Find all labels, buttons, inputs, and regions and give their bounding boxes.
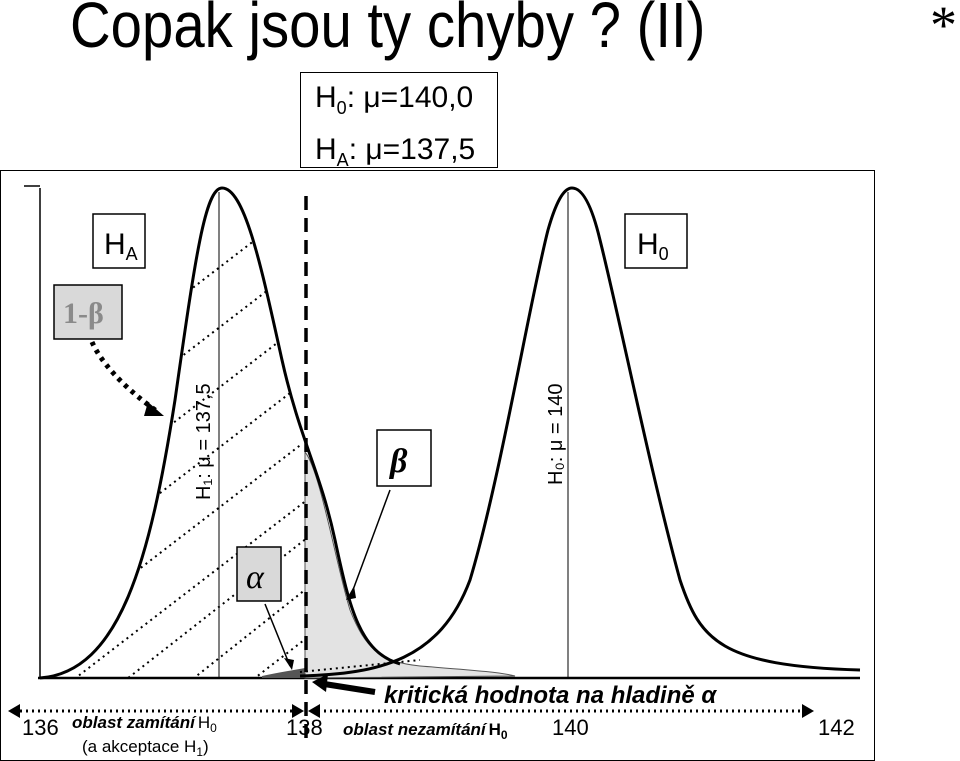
critical-arrow	[317, 680, 376, 695]
null-hypothesis: H0: μ=140,0	[315, 81, 474, 118]
alpha-label: α	[246, 559, 265, 596]
ha-curve	[39, 186, 401, 680]
h1-axis-label: H₁: μ = 137,5	[193, 383, 215, 500]
ha-label: HA	[104, 228, 138, 264]
one-minus-beta-arrow	[89, 340, 160, 415]
tick-142: 142	[818, 715, 855, 740]
accept-h1-label: (a akceptace H1)	[82, 737, 209, 759]
alpha-box	[236, 546, 282, 602]
tick-136: 136	[22, 715, 59, 740]
ha-label-box	[92, 213, 146, 269]
h0-label: H0	[637, 228, 669, 264]
beta-label: β	[388, 443, 408, 480]
slide-title: Copak jsou ty chyby ? (II)	[70, 0, 706, 61]
reject-region-label: oblast zamítání H0	[72, 713, 217, 735]
alpha-pointer	[264, 603, 291, 667]
h0-label-box	[624, 213, 688, 269]
hypotheses-box: H0: μ=140,0 HA: μ=137,5	[300, 72, 498, 170]
one-minus-beta-label: 1-β	[63, 297, 104, 330]
tick-138: 138	[286, 715, 323, 740]
nonreject-region-label: oblast nezamítání H0	[343, 720, 508, 742]
h0-curve	[299, 186, 861, 678]
critical-value-label: kritická hodnota na hladině α	[384, 682, 717, 709]
beta-box	[376, 429, 432, 487]
beta-pointer	[349, 489, 391, 599]
alpha-region	[262, 668, 305, 678]
one-minus-beta-box	[53, 284, 123, 340]
corner-mark: *	[930, 0, 957, 55]
alternative-hypothesis: HA: μ=137,5	[315, 133, 476, 170]
h0-axis-label: H₀: μ = 140	[545, 383, 567, 485]
tick-140: 140	[552, 715, 589, 740]
